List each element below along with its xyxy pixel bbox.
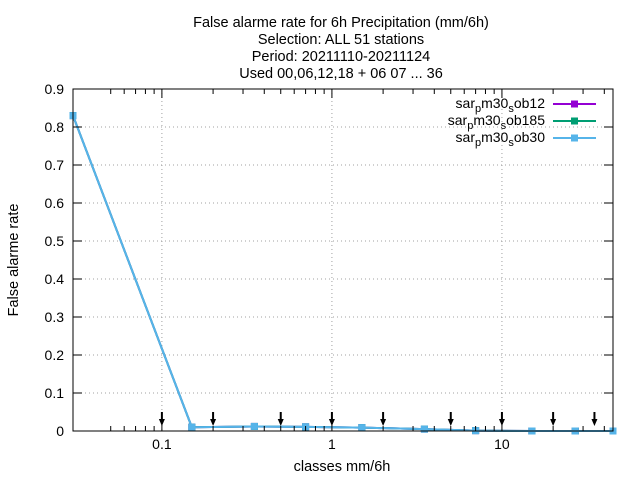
- title-line-3: Period: 20211110-20211124: [252, 49, 430, 65]
- series-layer: [69, 112, 617, 435]
- y-axis-title: False alarme rate: [6, 204, 22, 317]
- threshold-arrow-marker: [550, 412, 557, 426]
- x-tick-label: 10: [494, 436, 510, 452]
- threshold-arrow-marker: [210, 412, 217, 426]
- grid-lines: [73, 89, 613, 431]
- title-line-1: False alarme rate for 6h Precipitation (…: [193, 15, 489, 31]
- y-tick-label: 0.8: [45, 119, 65, 135]
- y-tick-label: 0.9: [45, 81, 65, 97]
- legend-marker-3: [571, 134, 578, 142]
- plot-frame: [72, 88, 614, 432]
- legend-label-2: sarpm30sob185: [448, 112, 545, 132]
- y-tick-label: 0.5: [45, 233, 65, 249]
- y-tick-label: 0.3: [45, 309, 65, 325]
- series-line-2: [72, 115, 613, 432]
- x-tick-labels: 0.1 1 10: [152, 436, 510, 452]
- legend-label-3: sarpm30sob30: [456, 129, 546, 149]
- y-tick-labels: 0 0.1 0.2 0.3 0.4 0.5 0.6 0.7 0.8 0.9: [45, 81, 65, 439]
- series-line-3: [72, 115, 613, 432]
- y-tick-label: 0: [56, 423, 64, 439]
- series-3-point: [250, 422, 258, 430]
- x-tick-label: 1: [328, 436, 336, 452]
- y-tick-label: 0.2: [45, 347, 65, 363]
- series-3-point: [188, 423, 196, 431]
- legend-label-1: sarpm30sob12: [456, 95, 546, 115]
- title-line-4: Used 00,06,12,18 + 06 07 ... 36: [239, 66, 443, 82]
- threshold-markers: [158, 412, 598, 426]
- legend-marker-1: [571, 100, 578, 108]
- threshold-arrow-marker: [380, 412, 387, 426]
- y-tick-label: 0.1: [45, 385, 65, 401]
- threshold-arrow-marker: [591, 412, 598, 426]
- legend-marker-2: [571, 117, 578, 125]
- threshold-arrow-marker: [277, 412, 284, 426]
- y-tick-label: 0.7: [45, 157, 65, 173]
- title-line-2: Selection: ALL 51 stations: [258, 32, 424, 48]
- chart-title: False alarme rate for 6h Precipitation (…: [193, 15, 489, 82]
- x-axis-title: classes mm/6h: [294, 459, 391, 475]
- threshold-arrow-marker: [447, 412, 454, 426]
- x-tick-label: 0.1: [152, 436, 172, 452]
- y-tick-label: 0.6: [45, 195, 65, 211]
- y-tick-label: 0.4: [45, 271, 65, 287]
- series-3-point: [420, 425, 428, 433]
- series-line-1: [72, 115, 613, 432]
- series-3-point: [358, 424, 366, 432]
- axis-ticks: [73, 88, 613, 432]
